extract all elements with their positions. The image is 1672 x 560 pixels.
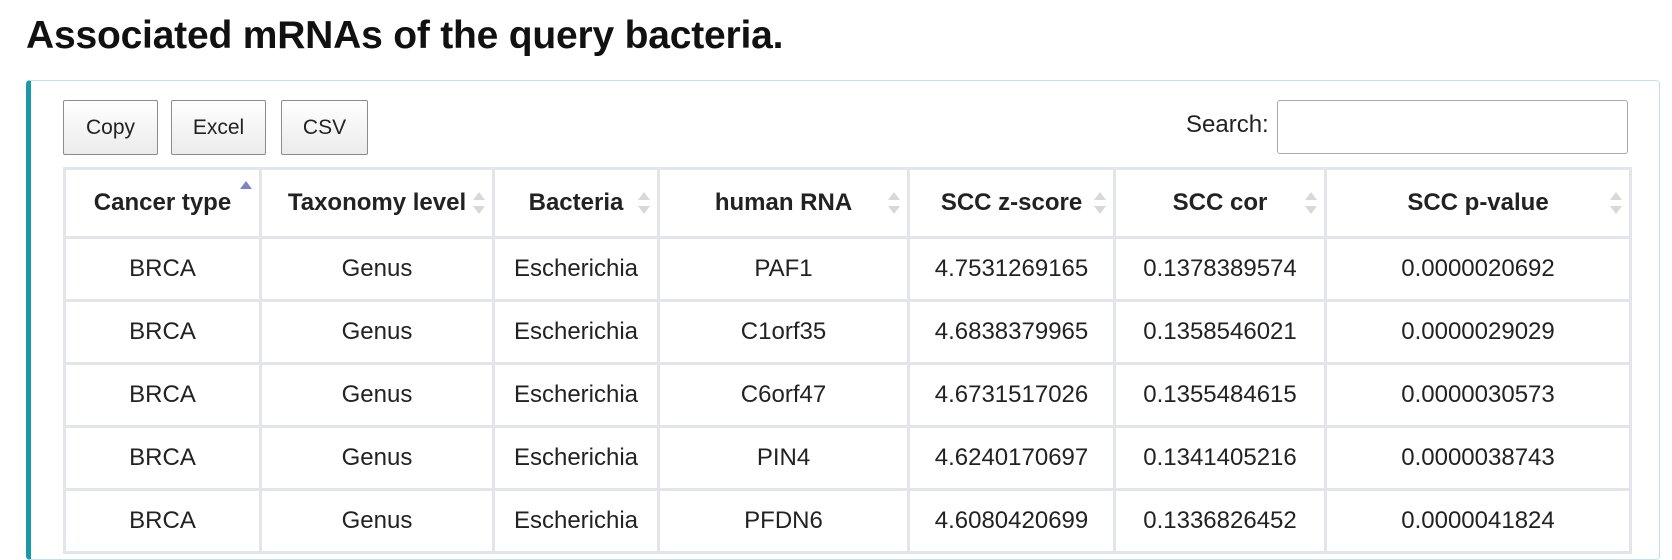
column-header-scc-cor[interactable]: SCC cor (1113, 167, 1327, 239)
table-cell-scc-p-value: 0.0000041824 (1324, 488, 1632, 554)
copy-button[interactable]: Copy (63, 100, 158, 155)
table-cell-taxonomy-level: Genus (259, 362, 495, 428)
table-cell-human-rna: PIN4 (657, 425, 910, 491)
table-cell-human-rna: C1orf35 (657, 299, 910, 365)
search-label: Search: (1186, 111, 1269, 138)
table-cell-bacteria: Escherichia (492, 236, 660, 302)
csv-button[interactable]: CSV (281, 100, 368, 155)
results-table: Cancer type Taxonomy level Bacteria human R… (63, 167, 1632, 554)
table-cell-bacteria: Escherichia (492, 425, 660, 491)
table-cell-taxonomy-level: Genus (259, 299, 495, 365)
table-cell-scc-cor: 0.1336826452 (1113, 488, 1327, 554)
table-cell-cancer-type: BRCA (63, 488, 262, 554)
table-row: BRCA Genus Escherichia PFDN6 4.6080420699 0.1… (63, 488, 1632, 554)
column-header-label: Taxonomy level (287, 189, 467, 216)
table-row: BRCA Genus Escherichia C1orf35 4.6838379965 0… (63, 299, 1632, 365)
table-cell-scc-z-score: 4.6838379965 (907, 299, 1116, 365)
table-cell-cancer-type: BRCA (63, 299, 262, 365)
column-header-bacteria[interactable]: Bacteria (492, 167, 660, 239)
sort-ascending-icon (240, 181, 252, 203)
table-cell-scc-z-score: 4.6080420699 (907, 488, 1116, 554)
sort-icon (1305, 192, 1317, 214)
column-header-taxonomy-level[interactable]: Taxonomy level (259, 167, 495, 239)
table-cell-taxonomy-level: Genus (259, 236, 495, 302)
sort-icon (473, 192, 485, 214)
table-cell-taxonomy-level: Genus (259, 425, 495, 491)
table-cell-bacteria: Escherichia (492, 488, 660, 554)
excel-button[interactable]: Excel (171, 100, 266, 155)
table-cell-scc-z-score: 4.6240170697 (907, 425, 1116, 491)
table-cell-scc-cor: 0.1378389574 (1113, 236, 1327, 302)
table-cell-scc-p-value: 0.0000029029 (1324, 299, 1632, 365)
sort-icon (1610, 192, 1622, 214)
table-cell-cancer-type: BRCA (63, 362, 262, 428)
column-header-cancer-type[interactable]: Cancer type (63, 167, 262, 239)
table-row: BRCA Genus Escherichia PIN4 4.6240170697 0.13… (63, 425, 1632, 491)
column-header-scc-z-score[interactable]: SCC z-score (907, 167, 1116, 239)
table-cell-bacteria: Escherichia (492, 299, 660, 365)
table-cell-cancer-type: BRCA (63, 425, 262, 491)
page-title: Associated mRNAs of the query bacteria. (26, 14, 784, 57)
table-cell-taxonomy-level: Genus (259, 488, 495, 554)
table-cell-scc-cor: 0.1358546021 (1113, 299, 1327, 365)
table-cell-scc-cor: 0.1341405216 (1113, 425, 1327, 491)
sort-icon (888, 192, 900, 214)
table-cell-human-rna: PFDN6 (657, 488, 910, 554)
table-row: BRCA Genus Escherichia C6orf47 4.6731517026 0… (63, 362, 1632, 428)
table-cell-scc-z-score: 4.7531269165 (907, 236, 1116, 302)
search-input[interactable] (1277, 100, 1628, 154)
table-cell-bacteria: Escherichia (492, 362, 660, 428)
sort-icon (1094, 192, 1106, 214)
column-header-scc-p-value[interactable]: SCC p-value (1324, 167, 1632, 239)
table-cell-cancer-type: BRCA (63, 236, 262, 302)
table-cell-scc-p-value: 0.0000038743 (1324, 425, 1632, 491)
column-header-label: Cancer type (93, 189, 232, 216)
table-cell-human-rna: C6orf47 (657, 362, 910, 428)
column-header-label: human RNA (714, 189, 853, 216)
table-row: BRCA Genus Escherichia PAF1 4.7531269165 0.13… (63, 236, 1632, 302)
table-cell-scc-p-value: 0.0000030573 (1324, 362, 1632, 428)
table-header: Cancer type Taxonomy level Bacteria human R… (63, 167, 1632, 239)
sort-icon (638, 192, 650, 214)
table-body: BRCA Genus Escherichia PAF1 4.7531269165 0.13… (63, 236, 1632, 554)
column-header-human-rna[interactable]: human RNA (657, 167, 910, 239)
column-header-label: Bacteria (528, 189, 624, 216)
column-header-label: SCC p-value (1407, 189, 1549, 216)
column-header-label: SCC z-score (940, 189, 1083, 216)
table-cell-human-rna: PAF1 (657, 236, 910, 302)
table-cell-scc-z-score: 4.6731517026 (907, 362, 1116, 428)
table-cell-scc-p-value: 0.0000020692 (1324, 236, 1632, 302)
header-row: Cancer type Taxonomy level Bacteria human R… (63, 167, 1632, 239)
table-cell-scc-cor: 0.1355484615 (1113, 362, 1327, 428)
column-header-label: SCC cor (1172, 189, 1268, 216)
